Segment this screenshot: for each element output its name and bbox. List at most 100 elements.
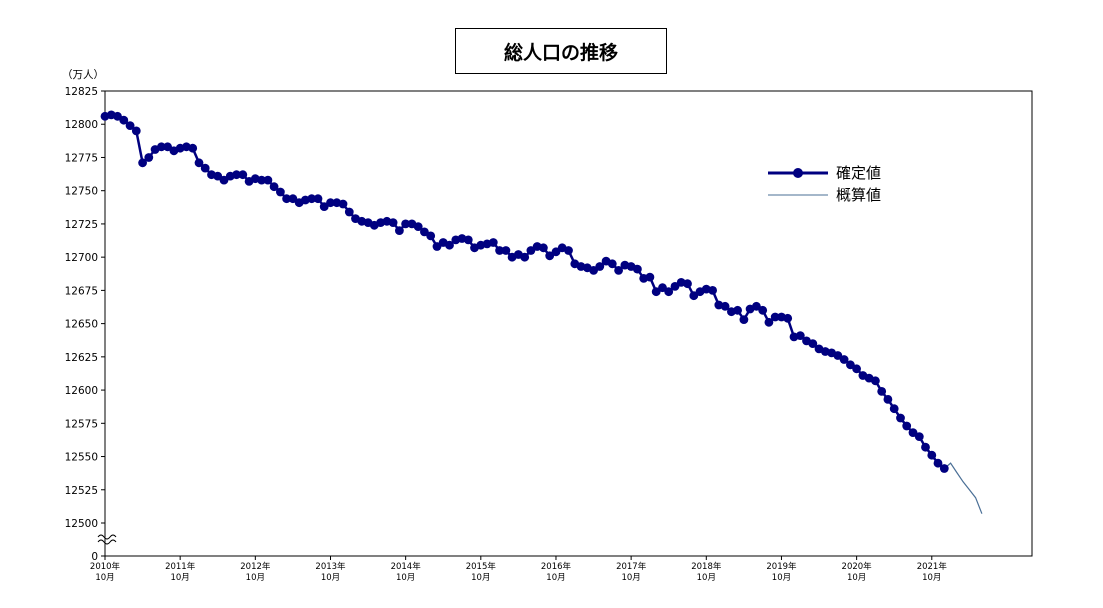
x-tick-year: 2017年 — [616, 561, 647, 572]
confirmed-data-point — [708, 286, 717, 295]
confirmed-data-point — [770, 312, 780, 322]
confirmed-data-point — [269, 182, 279, 192]
confirmed-data-point — [607, 259, 617, 269]
confirmed-series-line — [104, 113, 946, 470]
confirmed-data-point — [633, 264, 642, 274]
confirmed-data-point — [313, 194, 323, 204]
confirmed-data-point — [595, 262, 605, 271]
y-tick-label: 12600 — [65, 385, 98, 397]
confirmed-data-point — [119, 115, 129, 125]
y-axis: 12500 12525 12550 12575 12600 12625 12650 12675… — [65, 86, 105, 563]
x-tick-year: 2016年 — [541, 561, 572, 572]
confirmed-data-point — [232, 170, 241, 180]
x-tick-month: 10月 — [847, 573, 866, 583]
legend-confirmed-marker — [793, 168, 803, 178]
confirmed-data-point — [883, 395, 893, 404]
confirmed-data-point — [545, 251, 555, 261]
confirmed-data-point — [488, 238, 498, 247]
confirmed-data-point — [263, 175, 273, 185]
confirmed-data-point — [733, 305, 742, 315]
y-tick-label: 12525 — [65, 485, 98, 497]
confirmed-data-point — [896, 413, 905, 423]
y-tick-label: 12725 — [65, 219, 98, 231]
x-tick-month: 10月 — [546, 573, 565, 583]
confirmed-data-point — [683, 279, 692, 289]
confirmed-data-point — [125, 121, 135, 130]
x-tick-month: 10月 — [922, 573, 941, 583]
confirmed-data-point — [495, 246, 504, 255]
confirmed-data-point — [764, 317, 774, 327]
plot-frame — [104, 90, 1033, 557]
y-tick-label: 12800 — [65, 119, 98, 131]
confirmed-data-point — [326, 198, 335, 208]
confirmed-data-point — [144, 153, 154, 162]
confirmed-data-point — [795, 331, 805, 340]
confirmed-data-point — [388, 218, 398, 228]
confirmed-data-point — [664, 287, 674, 297]
confirmed-data-point — [614, 266, 623, 275]
x-tick-month: 10月 — [170, 573, 189, 583]
y-tick-label: 12500 — [65, 518, 98, 530]
confirmed-data-point — [526, 246, 536, 255]
confirmed-data-point — [200, 163, 210, 173]
confirmed-data-point — [163, 142, 173, 152]
confirmed-data-point — [344, 207, 354, 217]
x-tick-year: 2018年 — [691, 561, 722, 572]
x-tick-year: 2012年 — [240, 561, 271, 572]
confirmed-data-point — [833, 351, 843, 360]
estimate-series-line — [943, 462, 983, 514]
x-tick-month: 10月 — [95, 573, 114, 583]
series-markers — [100, 110, 949, 473]
x-tick-month: 10月 — [246, 573, 265, 583]
unit-label: （万人） — [62, 69, 104, 81]
x-tick-month: 10月 — [621, 573, 640, 583]
confirmed-data-point — [645, 272, 655, 282]
confirmed-data-point — [276, 187, 285, 197]
confirmed-data-point — [413, 222, 423, 232]
confirmed-data-point — [445, 240, 454, 250]
confirmed-data-point — [338, 199, 348, 209]
x-tick-month: 10月 — [396, 573, 415, 583]
y-tick-label: 12675 — [65, 285, 98, 297]
confirmed-data-point — [219, 175, 229, 185]
confirmed-data-point — [877, 387, 887, 396]
y-tick-label: 12750 — [65, 186, 98, 198]
confirmed-data-point — [720, 301, 730, 311]
confirmed-data-point — [501, 246, 511, 255]
confirmed-data-point — [188, 143, 198, 153]
y-tick-label: 12575 — [65, 418, 98, 430]
confirmed-data-point — [564, 246, 573, 255]
x-tick-month: 10月 — [697, 573, 716, 583]
x-tick-year: 2019年 — [766, 561, 797, 572]
y-tick-label: 0 — [91, 551, 98, 563]
legend-estimate-label: 概算値 — [836, 186, 881, 204]
y-tick-label: 12775 — [65, 152, 98, 164]
confirmed-data-point — [852, 364, 861, 374]
chart-title: 総人口の推移 — [455, 28, 667, 74]
confirmed-data-point — [194, 158, 204, 168]
confirmed-data-point — [426, 231, 436, 241]
confirmed-data-point — [463, 235, 473, 245]
confirmed-data-point — [157, 142, 166, 152]
confirmed-data-point — [914, 432, 924, 441]
confirmed-data-point — [138, 158, 148, 168]
confirmed-data-point — [739, 315, 749, 324]
confirmed-data-point — [113, 111, 122, 121]
confirmed-data-point — [401, 219, 410, 229]
y-axis-break — [97, 534, 117, 545]
confirmed-data-point — [758, 305, 768, 315]
x-tick-year: 2011年 — [165, 561, 196, 572]
x-tick-year: 2020年 — [842, 561, 873, 572]
confirmed-data-point — [257, 175, 266, 185]
y-tick-label: 12550 — [65, 452, 98, 464]
legend: 確定値 概算値 — [768, 164, 881, 204]
x-tick-year: 2013年 — [315, 561, 346, 572]
confirmed-data-point — [520, 252, 530, 262]
x-tick-year: 2015年 — [466, 561, 497, 572]
confirmed-data-point — [839, 355, 849, 364]
x-axis: 2010年10月2011年10月2012年10月2013年10月2014年10月… — [90, 556, 947, 583]
confirmed-data-point — [921, 442, 930, 452]
legend-confirmed-label: 確定値 — [836, 164, 881, 182]
